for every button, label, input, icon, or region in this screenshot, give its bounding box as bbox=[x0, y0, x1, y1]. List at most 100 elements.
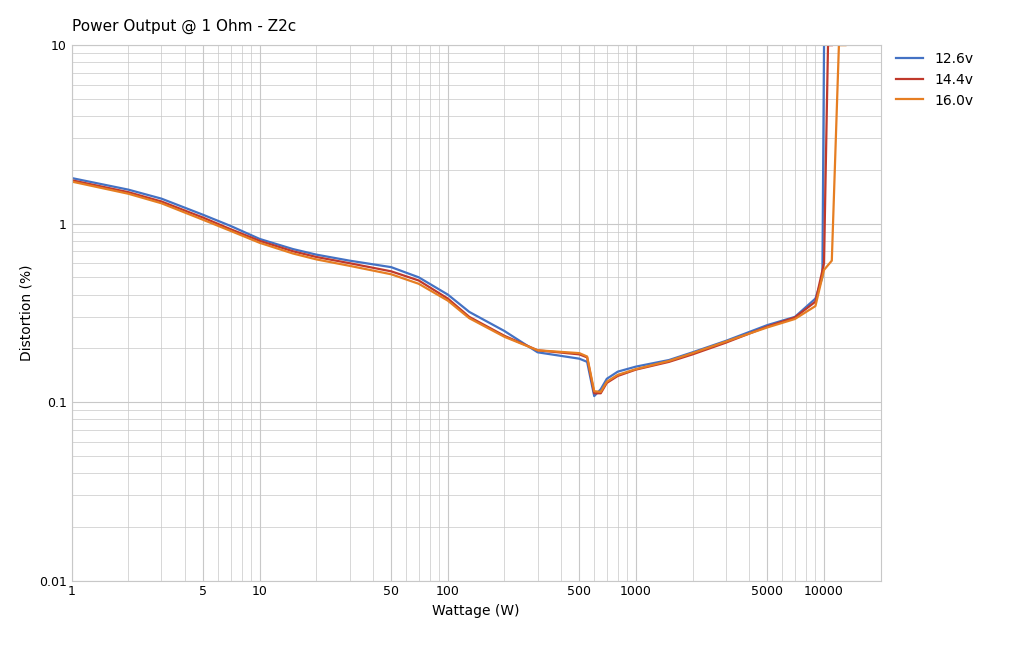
16.0v bbox=[287, 250, 299, 257]
12.6v bbox=[601, 375, 613, 382]
Line: 14.4v: 14.4v bbox=[72, 45, 831, 393]
12.6v bbox=[385, 263, 397, 271]
Y-axis label: Distortion (%): Distortion (%) bbox=[19, 264, 34, 361]
14.4v bbox=[588, 390, 600, 397]
12.6v bbox=[573, 355, 586, 362]
12.6v bbox=[156, 195, 168, 203]
16.0v bbox=[601, 378, 613, 386]
16.0v bbox=[581, 353, 593, 361]
12.6v bbox=[499, 327, 511, 335]
14.4v bbox=[224, 225, 237, 233]
14.4v bbox=[287, 248, 299, 255]
14.4v bbox=[156, 197, 168, 205]
14.4v bbox=[663, 358, 675, 366]
12.6v bbox=[630, 362, 642, 370]
16.0v bbox=[809, 303, 821, 310]
12.6v bbox=[441, 291, 454, 299]
12.6v bbox=[66, 174, 78, 182]
12.6v bbox=[224, 222, 237, 230]
16.0v bbox=[840, 41, 852, 49]
16.0v bbox=[531, 346, 544, 354]
14.4v bbox=[630, 366, 642, 373]
16.0v bbox=[761, 324, 773, 332]
Line: 12.6v: 12.6v bbox=[72, 45, 824, 396]
14.4v bbox=[761, 322, 773, 330]
16.0v bbox=[818, 266, 830, 273]
X-axis label: Wattage (W): Wattage (W) bbox=[432, 604, 520, 618]
12.6v bbox=[343, 257, 355, 264]
14.4v bbox=[573, 350, 586, 358]
12.6v bbox=[581, 358, 593, 366]
14.4v bbox=[122, 188, 134, 196]
14.4v bbox=[720, 339, 732, 346]
12.6v bbox=[531, 348, 544, 356]
16.0v bbox=[630, 365, 642, 373]
16.0v bbox=[463, 314, 475, 322]
12.6v bbox=[686, 348, 698, 356]
12.6v bbox=[588, 392, 600, 400]
12.6v bbox=[463, 308, 475, 316]
Text: Power Output @ 1 Ohm - Z2c: Power Output @ 1 Ohm - Z2c bbox=[72, 19, 296, 34]
12.6v bbox=[816, 273, 828, 281]
Legend: 12.6v, 14.4v, 16.0v: 12.6v, 14.4v, 16.0v bbox=[896, 52, 974, 108]
14.4v bbox=[66, 176, 78, 184]
14.4v bbox=[686, 350, 698, 358]
16.0v bbox=[122, 190, 134, 197]
12.6v bbox=[122, 186, 134, 194]
12.6v bbox=[310, 251, 323, 259]
16.0v bbox=[611, 371, 624, 379]
14.4v bbox=[581, 353, 593, 361]
16.0v bbox=[686, 349, 698, 357]
16.0v bbox=[441, 297, 454, 304]
12.6v bbox=[254, 235, 266, 243]
14.4v bbox=[611, 372, 624, 380]
12.6v bbox=[197, 211, 209, 219]
12.6v bbox=[287, 245, 299, 253]
16.0v bbox=[413, 280, 425, 288]
16.0v bbox=[224, 227, 237, 235]
16.0v bbox=[573, 349, 586, 357]
Line: 16.0v: 16.0v bbox=[72, 45, 846, 392]
12.6v bbox=[788, 313, 801, 321]
16.0v bbox=[197, 216, 209, 224]
16.0v bbox=[499, 333, 511, 341]
16.0v bbox=[595, 388, 607, 396]
12.6v bbox=[611, 368, 624, 375]
16.0v bbox=[254, 239, 266, 247]
12.6v bbox=[663, 356, 675, 364]
12.6v bbox=[818, 41, 830, 49]
14.4v bbox=[413, 277, 425, 284]
12.6v bbox=[413, 273, 425, 281]
16.0v bbox=[663, 357, 675, 365]
14.4v bbox=[825, 41, 838, 49]
14.4v bbox=[595, 390, 607, 397]
16.0v bbox=[156, 199, 168, 207]
16.0v bbox=[343, 262, 355, 270]
12.6v bbox=[720, 337, 732, 345]
14.4v bbox=[441, 295, 454, 303]
14.4v bbox=[463, 313, 475, 321]
12.6v bbox=[761, 321, 773, 329]
14.4v bbox=[788, 313, 801, 321]
16.0v bbox=[833, 41, 845, 49]
14.4v bbox=[818, 259, 830, 267]
14.4v bbox=[310, 253, 323, 261]
14.4v bbox=[343, 259, 355, 267]
14.4v bbox=[822, 41, 835, 49]
16.0v bbox=[66, 178, 78, 186]
14.4v bbox=[499, 332, 511, 340]
16.0v bbox=[588, 388, 600, 395]
16.0v bbox=[720, 338, 732, 346]
14.4v bbox=[385, 268, 397, 275]
14.4v bbox=[254, 237, 266, 244]
12.6v bbox=[809, 295, 821, 303]
16.0v bbox=[385, 270, 397, 278]
16.0v bbox=[825, 257, 838, 264]
16.0v bbox=[788, 315, 801, 323]
14.4v bbox=[197, 213, 209, 221]
14.4v bbox=[601, 379, 613, 387]
14.4v bbox=[531, 346, 544, 354]
14.4v bbox=[809, 298, 821, 306]
16.0v bbox=[310, 255, 323, 263]
12.6v bbox=[595, 385, 607, 393]
